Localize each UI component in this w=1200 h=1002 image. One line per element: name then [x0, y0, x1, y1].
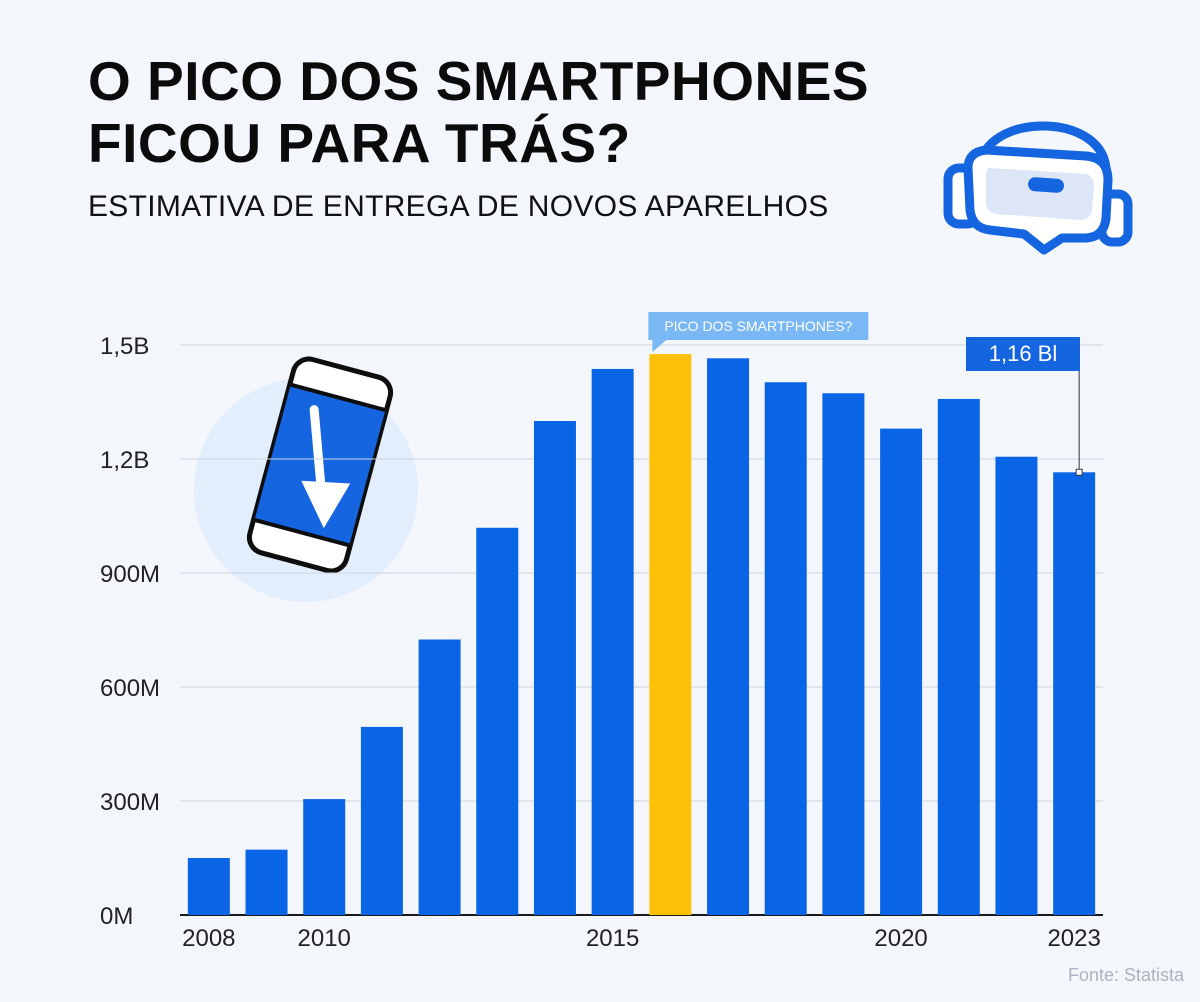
y-tick-label: 300M — [100, 789, 160, 816]
value-callout-marker — [1075, 468, 1083, 476]
vr-headset-icon — [943, 121, 1133, 255]
bar-2014 — [533, 421, 576, 915]
bar-2022 — [995, 456, 1038, 915]
bar-2023 — [1053, 472, 1096, 915]
bar-2010 — [303, 799, 346, 915]
peak-callout-pointer — [652, 340, 667, 352]
bar-2018 — [764, 382, 807, 915]
bar-2013 — [476, 527, 519, 915]
bar-2017 — [707, 358, 750, 915]
bar-2015 — [591, 368, 634, 915]
peak-callout-label: PICO DOS SMARTPHONES? — [664, 318, 852, 334]
peak-callout-box — [648, 312, 869, 340]
chart-title: O PICO DOS SMARTPHONES FICOU PARA TRÁS? — [88, 50, 948, 174]
value-callout-label: 1,16 Bl — [989, 341, 1058, 366]
title-line-1: O PICO DOS SMARTPHONES — [88, 50, 870, 112]
y-tick-label: 0M — [100, 903, 133, 930]
bar-2021 — [937, 398, 980, 916]
x-tick-label: 2008 — [182, 925, 235, 952]
y-tick-label: 900M — [100, 561, 160, 588]
bar-2016 — [649, 354, 692, 915]
bar-2012 — [418, 639, 461, 915]
source-note: Fonte: Statista — [1067, 965, 1184, 985]
bar-2020 — [880, 428, 923, 915]
x-tick-label: 2015 — [586, 925, 639, 952]
bar-2008 — [187, 858, 230, 915]
y-tick-label: 600M — [100, 675, 160, 702]
phone-down-arrow-icon — [194, 356, 418, 602]
bar-2011 — [360, 726, 403, 915]
chart-subtitle: ESTIMATIVA DE ENTREGA DE NOVOS APARELHOS — [88, 190, 829, 223]
y-tick-label: 1,5B — [100, 333, 149, 360]
value-callout-box — [966, 337, 1080, 371]
x-tick-label: 2010 — [298, 925, 351, 952]
bar-2009 — [245, 849, 288, 915]
x-tick-label: 2023 — [1047, 925, 1100, 952]
y-tick-label: 1,2B — [100, 447, 149, 474]
bar-2019 — [822, 393, 865, 915]
x-tick-label: 2020 — [874, 925, 927, 952]
title-line-2: FICOU PARA TRÁS? — [88, 112, 631, 174]
